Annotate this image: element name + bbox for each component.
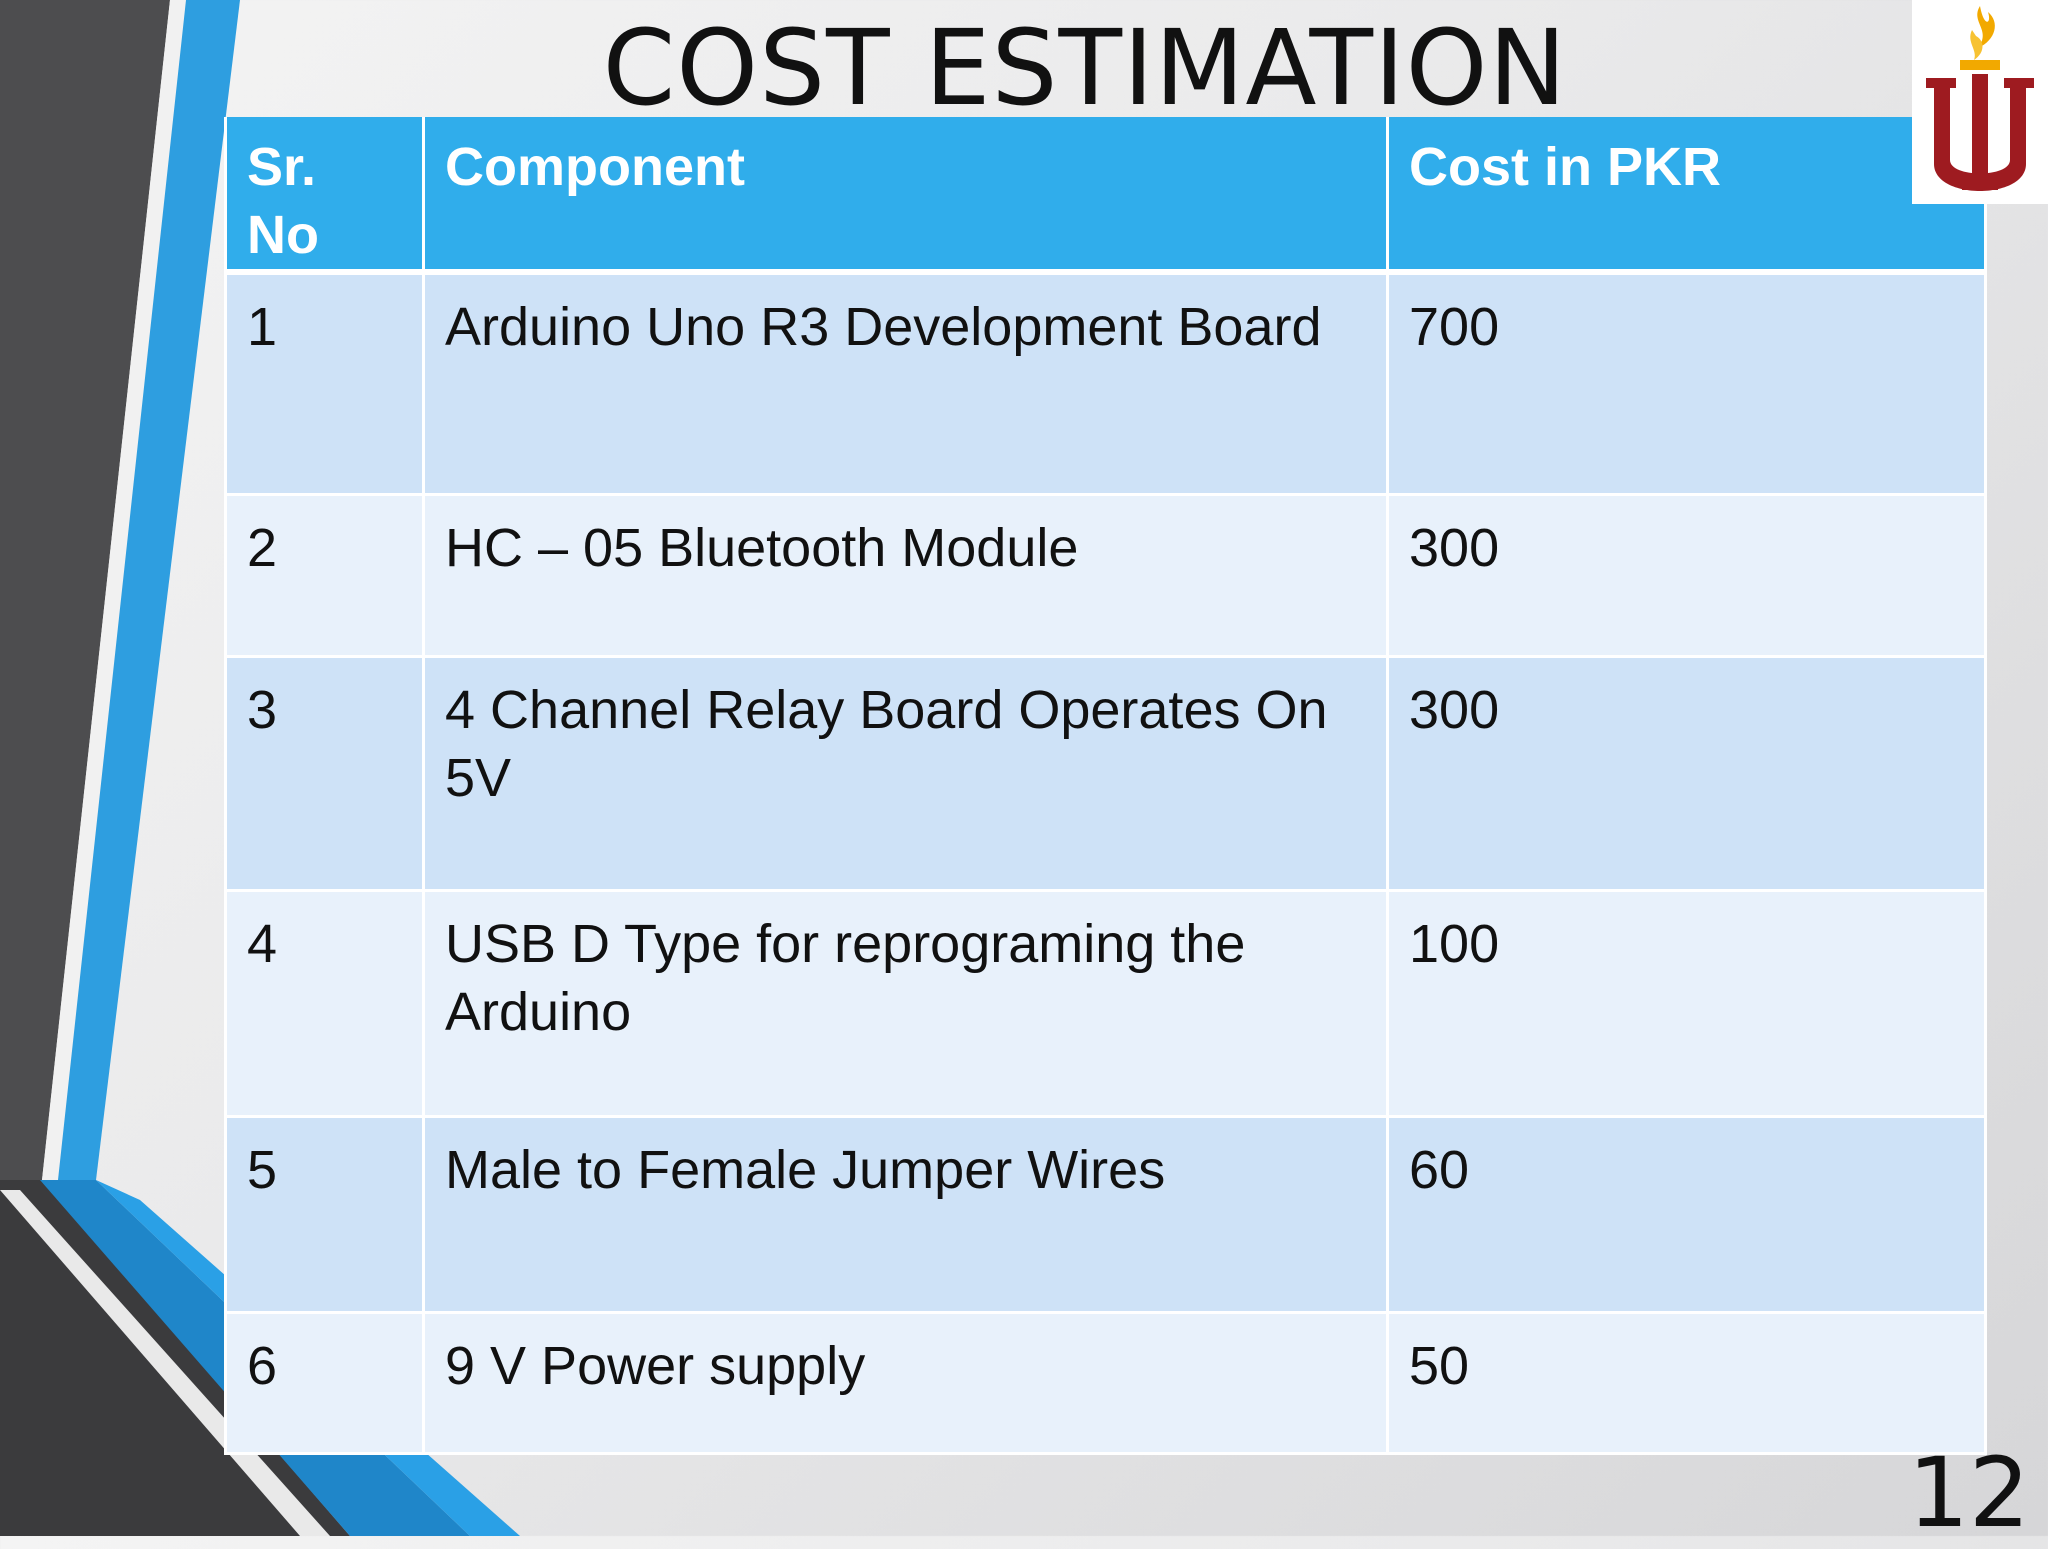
cell-component: 4 Channel Relay Board Operates On 5V xyxy=(422,656,1389,892)
cell-sr: 3 xyxy=(224,656,425,892)
cell-sr: 6 xyxy=(224,1312,425,1455)
cell-sr: 5 xyxy=(224,1116,425,1314)
cell-cost: 300 xyxy=(1386,656,1987,892)
university-torch-logo-icon xyxy=(1912,0,2048,204)
cell-cost: 300 xyxy=(1386,494,1987,658)
cell-cost: 50 xyxy=(1386,1312,1987,1455)
cell-cost: 700 xyxy=(1386,272,1987,496)
cell-cost: 60 xyxy=(1386,1116,1987,1314)
cell-component: Male to Female Jumper Wires xyxy=(422,1116,1389,1314)
left-white-gap xyxy=(42,0,186,1180)
header-sr-no: Sr. No xyxy=(224,117,425,275)
cell-sr: 2 xyxy=(224,494,425,658)
table-row: 1 Arduino Uno R3 Development Board 700 xyxy=(224,272,1987,496)
table-header-row: Sr. No Component Cost in PKR xyxy=(224,117,1987,275)
slide-title: COST ESTIMATION xyxy=(602,7,1568,129)
cell-sr: 4 xyxy=(224,890,425,1118)
cost-table: Sr. No Component Cost in PKR 1 Arduino U… xyxy=(224,117,1987,1455)
table-row: 2 HC – 05 Bluetooth Module 300 xyxy=(224,494,1987,658)
page-number: 12 xyxy=(1907,1437,2030,1549)
table-row: 3 4 Channel Relay Board Operates On 5V 3… xyxy=(224,656,1987,892)
table-row: 4 USB D Type for reprograming the Arduin… xyxy=(224,890,1987,1118)
cell-sr: 1 xyxy=(224,272,425,496)
table-row: 5 Male to Female Jumper Wires 60 xyxy=(224,1116,1987,1314)
cost-table-container: Sr. No Component Cost in PKR 1 Arduino U… xyxy=(224,117,1987,1455)
table-row: 6 9 V Power supply 50 xyxy=(224,1312,1987,1455)
header-component: Component xyxy=(422,117,1389,275)
left-blue-stripe xyxy=(58,0,240,1180)
cell-cost: 100 xyxy=(1386,890,1987,1118)
cell-component: USB D Type for reprograming the Arduino xyxy=(422,890,1389,1118)
cell-component: HC – 05 Bluetooth Module xyxy=(422,494,1389,658)
left-gray-stripe xyxy=(0,0,170,1180)
cell-component: Arduino Uno R3 Development Board xyxy=(422,272,1389,496)
cell-component: 9 V Power supply xyxy=(422,1312,1389,1455)
header-cost: Cost in PKR xyxy=(1386,117,1987,275)
